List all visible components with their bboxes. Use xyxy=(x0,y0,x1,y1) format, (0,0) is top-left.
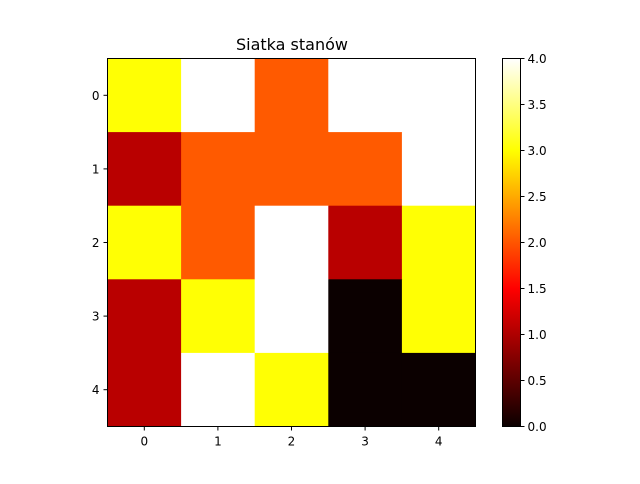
heatmap-cell-1-2 xyxy=(254,132,329,207)
heatmap-cell-3-2 xyxy=(254,279,329,354)
heatmap-cell-0-1 xyxy=(181,58,256,133)
x-axis: 0 1 2 3 4 xyxy=(140,426,443,449)
heatmap-cell-2-3 xyxy=(328,205,403,280)
colorbar-tick-label: 3.0 xyxy=(528,144,547,158)
heatmap-cell-0-4 xyxy=(401,58,476,133)
y-tick-label: 4 xyxy=(92,383,100,397)
colorbar-tick-label: 2.0 xyxy=(528,236,547,250)
x-tick-label: 2 xyxy=(288,435,296,449)
x-tick-label: 0 xyxy=(140,435,148,449)
heatmap-cell-3-4 xyxy=(401,279,476,354)
heatmap-cell-3-0 xyxy=(107,279,182,354)
heatmap-cell-1-4 xyxy=(401,132,476,207)
heatmap-cell-3-3 xyxy=(328,279,403,354)
colorbar-tick-label: 1.5 xyxy=(528,282,547,296)
heatmap-cell-2-2 xyxy=(254,205,329,280)
x-tick-label: 3 xyxy=(361,435,369,449)
heatmap-cell-3-1 xyxy=(181,279,256,354)
heatmap-cell-1-1 xyxy=(181,132,256,207)
heatmap-cell-4-0 xyxy=(107,352,182,427)
heatmap-cell-4-4 xyxy=(401,352,476,427)
colorbar-axis: 0.0 0.5 1.0 1.5 2.0 2.5 3.0 3.5 4.0 xyxy=(520,52,547,434)
heatmap-cell-4-2 xyxy=(254,352,329,427)
colorbar xyxy=(502,58,521,427)
y-tick-label: 2 xyxy=(92,236,100,250)
heatmap-cell-1-0 xyxy=(107,132,182,207)
x-tick-label: 1 xyxy=(214,435,222,449)
colorbar-tick-label: 2.5 xyxy=(528,190,547,204)
heatmap-cell-2-4 xyxy=(401,205,476,280)
heatmap-cell-2-0 xyxy=(107,205,182,280)
colorbar-tick-label: 0.5 xyxy=(528,374,547,388)
heatmap-cell-2-1 xyxy=(181,205,256,280)
colorbar-tick-label: 4.0 xyxy=(528,52,547,66)
colorbar-tick-label: 0.0 xyxy=(528,420,547,434)
heatmap-cell-4-3 xyxy=(328,352,403,427)
x-tick-label: 4 xyxy=(435,435,443,449)
y-axis: 0 1 2 3 4 xyxy=(92,89,108,397)
y-tick-label: 3 xyxy=(92,310,100,324)
heatmap-cell-1-3 xyxy=(328,132,403,207)
heatmap-cells xyxy=(107,58,476,427)
colorbar-tick-label: 1.0 xyxy=(528,328,547,342)
heatmap-cell-0-2 xyxy=(254,58,329,133)
chart-title: Siatka stanów xyxy=(236,35,348,54)
heatmap-cell-0-0 xyxy=(107,58,182,133)
y-tick-label: 1 xyxy=(92,162,100,176)
colorbar-tick-label: 3.5 xyxy=(528,98,547,112)
heatmap-cell-4-1 xyxy=(181,352,256,427)
y-tick-label: 0 xyxy=(92,89,100,103)
heatmap-cell-0-3 xyxy=(328,58,403,133)
